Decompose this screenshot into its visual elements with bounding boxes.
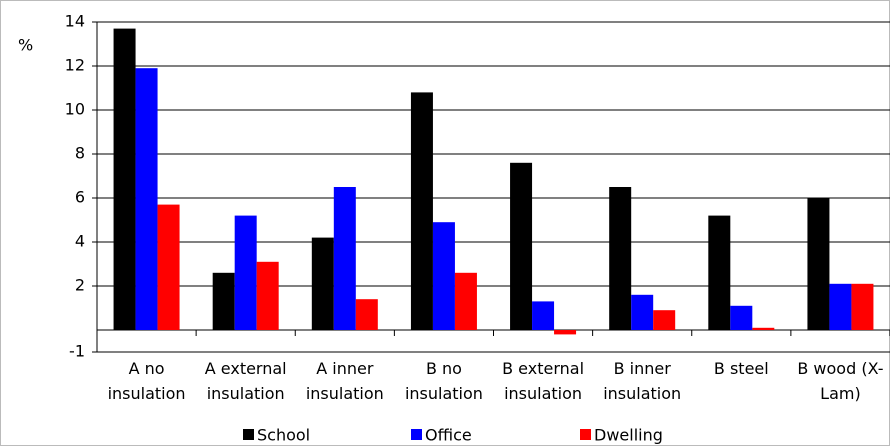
x-tick-label: B inner insulation (603, 359, 682, 403)
y-tick-label: 8 (75, 144, 85, 163)
x-tick-label: A external insulation (204, 359, 287, 403)
bar (752, 327, 775, 330)
bar (807, 198, 830, 330)
x-tick-label: B external insulation (502, 359, 585, 403)
x-tick-label: B no insulation (404, 359, 483, 403)
bar (410, 92, 433, 331)
bar (212, 272, 235, 330)
y-tick-label: 10 (65, 100, 85, 119)
legend-label: Dwelling (594, 426, 663, 445)
bar (631, 294, 654, 330)
bar (454, 272, 477, 330)
bar (355, 299, 378, 330)
bar (135, 68, 158, 330)
x-tick-label: B steel (713, 359, 769, 378)
bar (234, 215, 257, 330)
bar (554, 330, 577, 335)
bar (708, 215, 731, 330)
y-axis-label: % (18, 36, 33, 55)
bar (510, 162, 533, 330)
bar (157, 204, 180, 330)
bar (333, 187, 356, 330)
bar (311, 237, 334, 330)
legend-label: Office (425, 426, 472, 445)
bar (532, 301, 555, 330)
y-tick-label: 14 (65, 12, 85, 31)
y-tick-label: 2 (75, 276, 85, 295)
x-tick-label: A no insulation (107, 359, 186, 403)
bar (730, 305, 753, 330)
legend-label: School (257, 426, 310, 445)
y-tick-label: -1 (69, 342, 85, 361)
x-tick-label: A inner insulation (305, 359, 384, 403)
bar (432, 222, 455, 330)
y-tick-label: 4 (75, 232, 85, 251)
bar (609, 187, 632, 330)
bar (829, 283, 852, 330)
bar (653, 310, 676, 330)
y-tick-label: 6 (75, 188, 85, 207)
legend-swatch (243, 429, 254, 440)
bar (113, 28, 136, 330)
x-tick-label: B wood (X-Lam) (797, 359, 884, 403)
legend-swatch (411, 429, 422, 440)
bar (851, 283, 874, 330)
bar (256, 261, 279, 330)
y-tick-label: 12 (65, 56, 85, 75)
legend-swatch (580, 429, 591, 440)
